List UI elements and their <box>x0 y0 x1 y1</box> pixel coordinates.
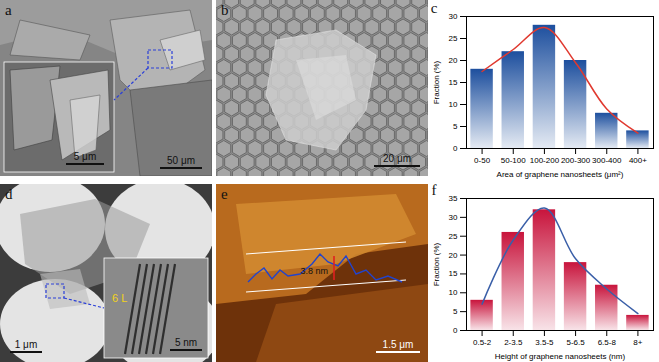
svg-text:6 L: 6 L <box>112 292 127 304</box>
svg-text:6.5-8: 6.5-8 <box>598 338 617 347</box>
svg-text:5: 5 <box>453 122 458 131</box>
svg-text:Fraction (%): Fraction (%) <box>432 60 441 104</box>
svg-text:3.8 nm: 3.8 nm <box>300 266 328 276</box>
svg-text:15: 15 <box>449 269 458 278</box>
svg-text:25: 25 <box>449 34 458 43</box>
svg-text:3.5-5: 3.5-5 <box>535 338 554 347</box>
svg-text:50 μm: 50 μm <box>167 155 195 166</box>
svg-text:c: c <box>431 0 438 16</box>
svg-text:200-300: 200-300 <box>561 156 591 165</box>
svg-text:Height of graphene nanosheets: Height of graphene nanosheets (nm) <box>495 352 626 361</box>
svg-text:5 nm: 5 nm <box>175 337 197 348</box>
svg-text:100-200: 100-200 <box>530 156 560 165</box>
svg-text:20: 20 <box>449 251 458 260</box>
svg-text:35: 35 <box>449 194 458 203</box>
svg-text:5: 5 <box>453 307 458 316</box>
svg-text:Area of graphene nanosheets (μ: Area of graphene nanosheets (μm²) <box>497 170 624 179</box>
svg-text:5 μm: 5 μm <box>74 151 96 162</box>
svg-text:d: d <box>5 186 13 202</box>
svg-text:0.5-2: 0.5-2 <box>473 338 492 347</box>
svg-text:f: f <box>432 182 437 198</box>
svg-text:e: e <box>221 186 228 202</box>
svg-text:b: b <box>221 2 229 18</box>
svg-text:8+: 8+ <box>633 338 642 347</box>
svg-text:10: 10 <box>449 100 458 109</box>
svg-text:20: 20 <box>449 56 458 65</box>
svg-text:25: 25 <box>449 232 458 241</box>
svg-text:Fraction (%): Fraction (%) <box>432 242 441 286</box>
svg-text:0-50: 0-50 <box>474 156 491 165</box>
svg-text:1 μm: 1 μm <box>15 339 37 350</box>
svg-text:10: 10 <box>449 288 458 297</box>
svg-text:30: 30 <box>449 12 458 21</box>
svg-text:30: 30 <box>449 213 458 222</box>
svg-text:5-6.5: 5-6.5 <box>566 338 585 347</box>
svg-text:20 μm: 20 μm <box>383 153 411 164</box>
svg-text:400+: 400+ <box>629 156 647 165</box>
svg-text:0: 0 <box>453 326 458 335</box>
svg-text:50-100: 50-100 <box>501 156 526 165</box>
svg-text:300-400: 300-400 <box>592 156 622 165</box>
svg-text:1.5 μm: 1.5 μm <box>383 339 414 350</box>
svg-text:15: 15 <box>449 78 458 87</box>
svg-text:a: a <box>5 2 12 18</box>
svg-text:0: 0 <box>453 144 458 153</box>
svg-text:2-3.5: 2-3.5 <box>504 338 523 347</box>
